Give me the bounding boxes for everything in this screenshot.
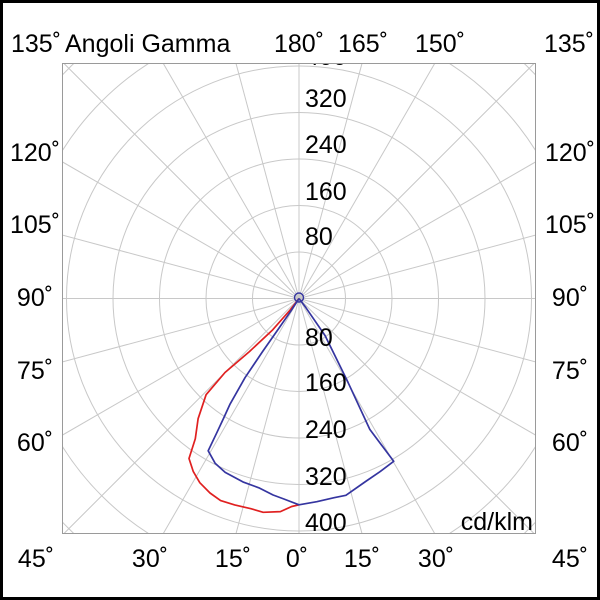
radial-tick-label: 160 — [305, 178, 347, 206]
polar-plot-area: 400 320 240 160 80 80 160 240 320 400 cd/klm — [62, 63, 536, 534]
blue-curve — [207, 297, 395, 506]
angle-label-right: 90˚ — [551, 284, 589, 312]
grid-radial-line — [63, 298, 300, 533]
grid-radial-line — [63, 64, 300, 299]
radial-tick-label: 80 — [305, 324, 333, 352]
grid-radial-line — [163, 64, 300, 299]
radial-tick-label: 80 — [305, 223, 333, 251]
angle-label-bottom: 30˚ — [131, 545, 169, 573]
grid-radial-line — [63, 161, 300, 299]
unit-label: cd/klm — [460, 508, 533, 534]
grid-radial-line — [235, 298, 300, 533]
grid-radial-line — [235, 64, 300, 299]
radial-tick-label: 400 — [305, 509, 347, 534]
angle-label-top: 150˚ — [414, 30, 466, 58]
angle-label-bottom: 15˚ — [343, 545, 381, 573]
angle-label-right: 75˚ — [551, 357, 589, 385]
radial-tick-label: 240 — [305, 131, 347, 159]
angle-label-left: 105˚ — [9, 211, 61, 239]
angle-label-top: 135˚ — [543, 30, 595, 58]
radial-tick-label: 400 — [305, 64, 347, 70]
grid-radial-line — [298, 298, 535, 363]
angle-label-right: 105˚ — [544, 211, 596, 239]
angle-label-left: 90˚ — [16, 284, 54, 312]
radial-tick-label: 160 — [305, 369, 347, 397]
polar-grid-and-curves — [63, 64, 535, 533]
angle-label-right: 120˚ — [544, 139, 596, 167]
radial-tick-label: 320 — [305, 85, 347, 113]
radial-tick-label: 240 — [305, 416, 347, 444]
angle-label-left: 60˚ — [16, 429, 54, 457]
grid-radial-line — [298, 64, 435, 299]
grid-radial-line — [163, 298, 300, 533]
angle-label-left: 120˚ — [9, 139, 61, 167]
grid-radial-line — [298, 298, 535, 436]
grid-radial-line — [298, 64, 535, 299]
red-curve — [188, 297, 300, 514]
angle-label-left: 75˚ — [16, 357, 54, 385]
angle-label-bottom: 0˚ — [285, 545, 309, 573]
angle-label-bottom: 15˚ — [214, 545, 252, 573]
grid-radial-line — [298, 64, 363, 299]
grid-radial-line — [63, 298, 300, 363]
chart-title: Angoli Gamma — [65, 30, 231, 58]
grid-radial-line — [63, 234, 300, 299]
angle-label-bottom: 45˚ — [551, 545, 589, 573]
grid-radial-line — [298, 161, 535, 299]
angle-label-top: 165˚ — [337, 30, 389, 58]
angle-label-right: 60˚ — [551, 429, 589, 457]
grid-radial-line — [63, 298, 300, 436]
blue-curve-center-loop — [293, 292, 305, 303]
grid-radial-line — [298, 234, 535, 299]
angle-label-bottom: 45˚ — [17, 545, 55, 573]
angle-label-bottom: 30˚ — [417, 545, 455, 573]
grid-radial-line — [298, 298, 363, 533]
grid-radial-line — [298, 298, 435, 533]
angle-label-top: 180˚ — [273, 30, 325, 58]
angle-label-top: 135˚ — [10, 30, 62, 58]
grid-radial-line — [298, 298, 535, 533]
radial-tick-label: 320 — [305, 463, 347, 491]
